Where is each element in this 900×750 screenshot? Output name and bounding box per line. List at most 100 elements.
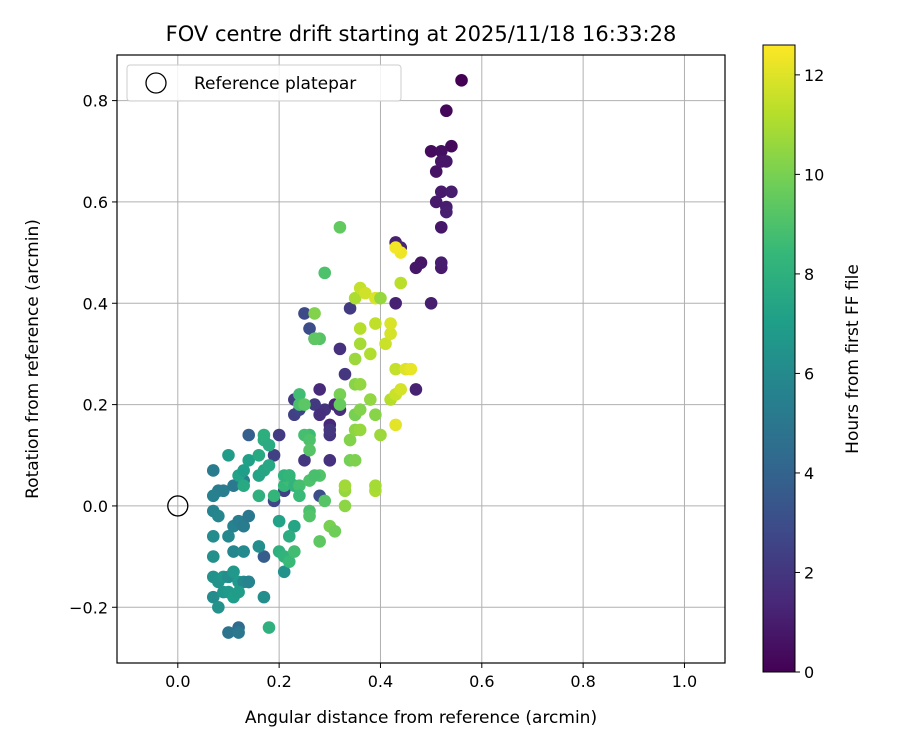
legend-entry: Reference platepar [194,74,356,94]
data-point [282,555,296,568]
data-point [440,205,453,219]
data-point [369,479,382,492]
data-point [206,464,220,477]
data-point [212,600,225,614]
colorbar-tick-label: 2 [804,563,814,582]
data-point [237,545,250,558]
data-point [242,454,256,467]
y-tick-label: 0.2 [83,396,108,415]
data-point [242,575,256,589]
data-point [257,590,271,604]
colorbar: 0 2 4 6 8 10 12 [762,44,824,682]
data-point [252,448,266,462]
data-point [227,565,240,579]
data-point [364,347,377,361]
data-point [374,428,387,442]
data-point [379,337,392,351]
data-point [338,479,352,492]
y-tick-label: 0.6 [83,193,108,212]
data-point [206,489,220,503]
data-point [222,530,235,543]
data-point [308,398,321,411]
data-point [409,383,423,396]
data-point [303,443,316,457]
data-point [242,509,256,523]
data-point [338,367,352,381]
colorbar-tick-label: 10 [804,165,824,184]
data-point [394,276,408,290]
data-point [257,428,271,442]
data-point [206,590,220,604]
data-point [232,585,245,599]
data-point [318,266,332,280]
x-tick-label: 0.2 [266,672,291,691]
colorbar-tick-label: 12 [804,66,824,85]
y-tick-label: 0.0 [83,497,108,516]
data-point [424,296,438,310]
data-point [308,469,321,482]
y-axis-label: Rotation from reference (arcmin) [23,219,43,499]
reference-point [167,495,189,517]
data-point [206,530,220,543]
data-point [353,322,367,335]
data-point [348,291,362,305]
data-point [348,454,362,467]
legend-box [126,64,402,102]
colorbar-tick-label: 4 [804,464,814,483]
data-point [237,479,250,492]
data-point [282,530,296,543]
data-point [293,489,306,503]
data-point [333,342,347,356]
data-point [293,388,306,401]
data-point [298,307,311,320]
y-tick-label: 0.8 [83,92,108,111]
data-point [282,469,296,482]
data-point [308,332,321,346]
data-point [252,489,266,503]
data-point [409,261,423,275]
data-point [328,524,342,538]
data-point [303,322,316,335]
data-point [318,494,332,508]
x-tick-label: 0.0 [165,672,190,691]
data-point [389,241,402,254]
colorbar-tick-label: 6 [804,364,814,383]
data-point [257,550,271,563]
data-point [303,433,316,447]
plot-frame [116,54,726,664]
x-tick-label: 1.0 [672,672,697,691]
data-point [293,479,306,492]
data-point [298,454,311,467]
data-point [440,104,453,118]
legend-marker [145,72,167,94]
axes: 0.0 0.2 0.4 0.6 0.8 1.0 −0.2 0.0 0.2 0.4 0.6 0.8 [69,54,726,691]
data-point [434,144,448,158]
data-point [389,362,402,376]
data-point [434,185,448,199]
chart-title: FOV centre drift starting at 2025/11/18 … [166,22,677,46]
data-point [313,383,326,396]
colorbar-label: Hours from first FF file [843,264,863,454]
data-point [389,296,402,310]
data-point [232,626,245,639]
data-point [424,144,438,158]
data-point [303,509,316,523]
data-point [252,540,266,553]
data-point [277,565,291,579]
data-point [429,165,443,178]
data-point [369,317,382,330]
data-point [343,433,357,447]
data-point [272,514,286,528]
data-point [288,519,301,533]
data-point [242,428,256,442]
data-point [353,337,367,351]
data-points [167,74,468,639]
data-point [267,448,281,462]
x-tick-label: 0.4 [368,672,393,691]
data-point [262,459,276,472]
data-point [440,155,453,168]
colorbar-tick-label: 8 [804,265,814,284]
data-point [222,448,235,462]
data-point [445,185,458,199]
